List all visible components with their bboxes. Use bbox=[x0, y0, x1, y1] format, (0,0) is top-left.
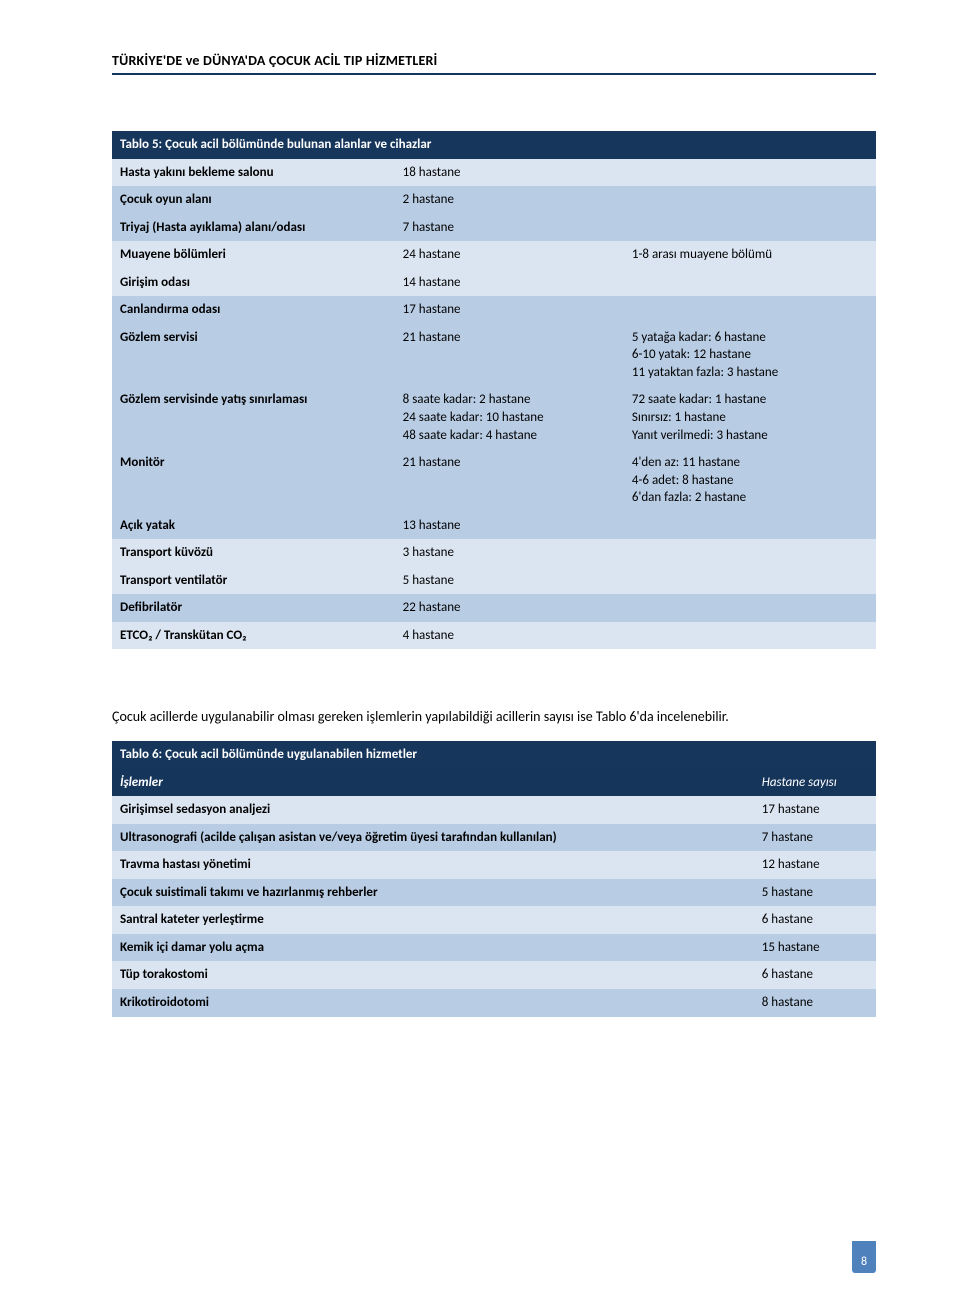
document-header-title: TÜRKİYE'DE ve DÜNYA'DA ÇOCUK ACİL TIP Hİ… bbox=[112, 52, 876, 75]
table-6-body: Girişimsel sedasyon analjezi17 hastaneUl… bbox=[112, 796, 876, 1016]
table-row: Çocuk oyun alanı2 hastane bbox=[112, 186, 876, 214]
table-cell: 3 hastane bbox=[395, 539, 624, 567]
table-row: Açık yatak13 hastane bbox=[112, 512, 876, 540]
table-cell: 5 hastane bbox=[754, 879, 876, 907]
table-cell: 4'den az: 11 hastane 4-6 adet: 8 hastane… bbox=[624, 449, 876, 512]
table-row: Krikotiroidotomi8 hastane bbox=[112, 989, 876, 1017]
table-cell: 6 hastane bbox=[754, 961, 876, 989]
table-cell bbox=[624, 539, 876, 567]
table-6-header-0: İşlemler bbox=[112, 769, 754, 797]
table-cell bbox=[624, 512, 876, 540]
table-cell: Gözlem servisi bbox=[112, 324, 395, 387]
table-row: Çocuk suistimali takımı ve hazırlanmış r… bbox=[112, 879, 876, 907]
table-cell: 21 hastane bbox=[395, 449, 624, 512]
table-row: Girişimsel sedasyon analjezi17 hastane bbox=[112, 796, 876, 824]
table-cell: Defibrilatör bbox=[112, 594, 395, 622]
table-cell: Hasta yakını bekleme salonu bbox=[112, 159, 395, 187]
table-cell: ETCO₂ / Transkütan CO₂ bbox=[112, 622, 395, 650]
table-row: Monitör21 hastane4'den az: 11 hastane 4-… bbox=[112, 449, 876, 512]
table-cell bbox=[624, 296, 876, 324]
table-row: Ultrasonografi (acilde çalışan asistan v… bbox=[112, 824, 876, 852]
table-cell: Girişim odası bbox=[112, 269, 395, 297]
table-cell: 14 hastane bbox=[395, 269, 624, 297]
table-cell: 2 hastane bbox=[395, 186, 624, 214]
table-cell: Gözlem servisinde yatış sınırlaması bbox=[112, 386, 395, 449]
table-6-title-row: Tablo 6: Çocuk acil bölümünde uygulanabi… bbox=[112, 741, 876, 769]
table-cell: Canlandırma odası bbox=[112, 296, 395, 324]
table-cell: 12 hastane bbox=[754, 851, 876, 879]
table-cell: Çocuk oyun alanı bbox=[112, 186, 395, 214]
table-cell: 8 hastane bbox=[754, 989, 876, 1017]
table-cell bbox=[624, 159, 876, 187]
table-row: Travma hastası yönetimi12 hastane bbox=[112, 851, 876, 879]
table-6-header-row: İşlemler Hastane sayısı bbox=[112, 769, 876, 797]
table-cell: Ultrasonografi (acilde çalışan asistan v… bbox=[112, 824, 754, 852]
table-cell: Tüp torakostomi bbox=[112, 961, 754, 989]
table-cell: 21 hastane bbox=[395, 324, 624, 387]
table-cell: 4 hastane bbox=[395, 622, 624, 650]
table-row: Gözlem servisinde yatış sınırlaması8 saa… bbox=[112, 386, 876, 449]
table-cell: 24 hastane bbox=[395, 241, 624, 269]
table-cell: Kemik içi damar yolu açma bbox=[112, 934, 754, 962]
table-row: Tüp torakostomi6 hastane bbox=[112, 961, 876, 989]
table-cell: 5 hastane bbox=[395, 567, 624, 595]
table-cell bbox=[624, 594, 876, 622]
table-row: Muayene bölümleri24 hastane1-8 arası mua… bbox=[112, 241, 876, 269]
table-cell: 17 hastane bbox=[395, 296, 624, 324]
table-6-header-1: Hastane sayısı bbox=[754, 769, 876, 797]
table-cell: 15 hastane bbox=[754, 934, 876, 962]
table-5-title: Tablo 5: Çocuk acil bölümünde bulunan al… bbox=[112, 131, 876, 159]
table-cell: 13 hastane bbox=[395, 512, 624, 540]
table-cell bbox=[624, 186, 876, 214]
table-cell: Girişimsel sedasyon analjezi bbox=[112, 796, 754, 824]
table-cell: Açık yatak bbox=[112, 512, 395, 540]
table-cell: Transport ventilatör bbox=[112, 567, 395, 595]
table-cell: 5 yatağa kadar: 6 hastane 6-10 yatak: 12… bbox=[624, 324, 876, 387]
table-row: Gözlem servisi21 hastane5 yatağa kadar: … bbox=[112, 324, 876, 387]
table-cell: Travma hastası yönetimi bbox=[112, 851, 754, 879]
table-cell bbox=[624, 622, 876, 650]
table-cell bbox=[624, 567, 876, 595]
table-row: Defibrilatör22 hastane bbox=[112, 594, 876, 622]
table-5-title-row: Tablo 5: Çocuk acil bölümünde bulunan al… bbox=[112, 131, 876, 159]
table-cell: Muayene bölümleri bbox=[112, 241, 395, 269]
table-cell: Monitör bbox=[112, 449, 395, 512]
table-cell: 7 hastane bbox=[754, 824, 876, 852]
table-row: Transport küvözü3 hastane bbox=[112, 539, 876, 567]
table-row: Canlandırma odası17 hastane bbox=[112, 296, 876, 324]
table-5-body: Hasta yakını bekleme salonu18 hastaneÇoc… bbox=[112, 159, 876, 650]
table-cell: 17 hastane bbox=[754, 796, 876, 824]
table-5: Tablo 5: Çocuk acil bölümünde bulunan al… bbox=[112, 131, 876, 649]
page-number-badge: 8 bbox=[852, 1241, 876, 1273]
table-cell: 1-8 arası muayene bölümü bbox=[624, 241, 876, 269]
table-cell: Çocuk suistimali takımı ve hazırlanmış r… bbox=[112, 879, 754, 907]
table-cell: 72 saate kadar: 1 hastane Sınırsız: 1 ha… bbox=[624, 386, 876, 449]
table-row: Kemik içi damar yolu açma15 hastane bbox=[112, 934, 876, 962]
table-row: Girişim odası14 hastane bbox=[112, 269, 876, 297]
table-cell: 6 hastane bbox=[754, 906, 876, 934]
table-6: Tablo 6: Çocuk acil bölümünde uygulanabi… bbox=[112, 741, 876, 1016]
table-cell: 22 hastane bbox=[395, 594, 624, 622]
table-cell bbox=[624, 214, 876, 242]
intro-paragraph: Çocuk acillerde uygulanabilir olması ger… bbox=[112, 707, 876, 727]
table-cell: Krikotiroidotomi bbox=[112, 989, 754, 1017]
table-cell: Triyaj (Hasta ayıklama) alanı/odası bbox=[112, 214, 395, 242]
table-row: Transport ventilatör5 hastane bbox=[112, 567, 876, 595]
table-cell: Santral kateter yerleştirme bbox=[112, 906, 754, 934]
table-cell: 18 hastane bbox=[395, 159, 624, 187]
table-row: Triyaj (Hasta ayıklama) alanı/odası7 has… bbox=[112, 214, 876, 242]
table-cell: Transport küvözü bbox=[112, 539, 395, 567]
table-cell: 7 hastane bbox=[395, 214, 624, 242]
table-cell bbox=[624, 269, 876, 297]
document-page: TÜRKİYE'DE ve DÜNYA'DA ÇOCUK ACİL TIP Hİ… bbox=[0, 0, 960, 1057]
table-cell: 8 saate kadar: 2 hastane 24 saate kadar:… bbox=[395, 386, 624, 449]
table-row: Hasta yakını bekleme salonu18 hastane bbox=[112, 159, 876, 187]
table-row: Santral kateter yerleştirme6 hastane bbox=[112, 906, 876, 934]
table-row: ETCO₂ / Transkütan CO₂4 hastane bbox=[112, 622, 876, 650]
table-6-title: Tablo 6: Çocuk acil bölümünde uygulanabi… bbox=[112, 741, 876, 769]
